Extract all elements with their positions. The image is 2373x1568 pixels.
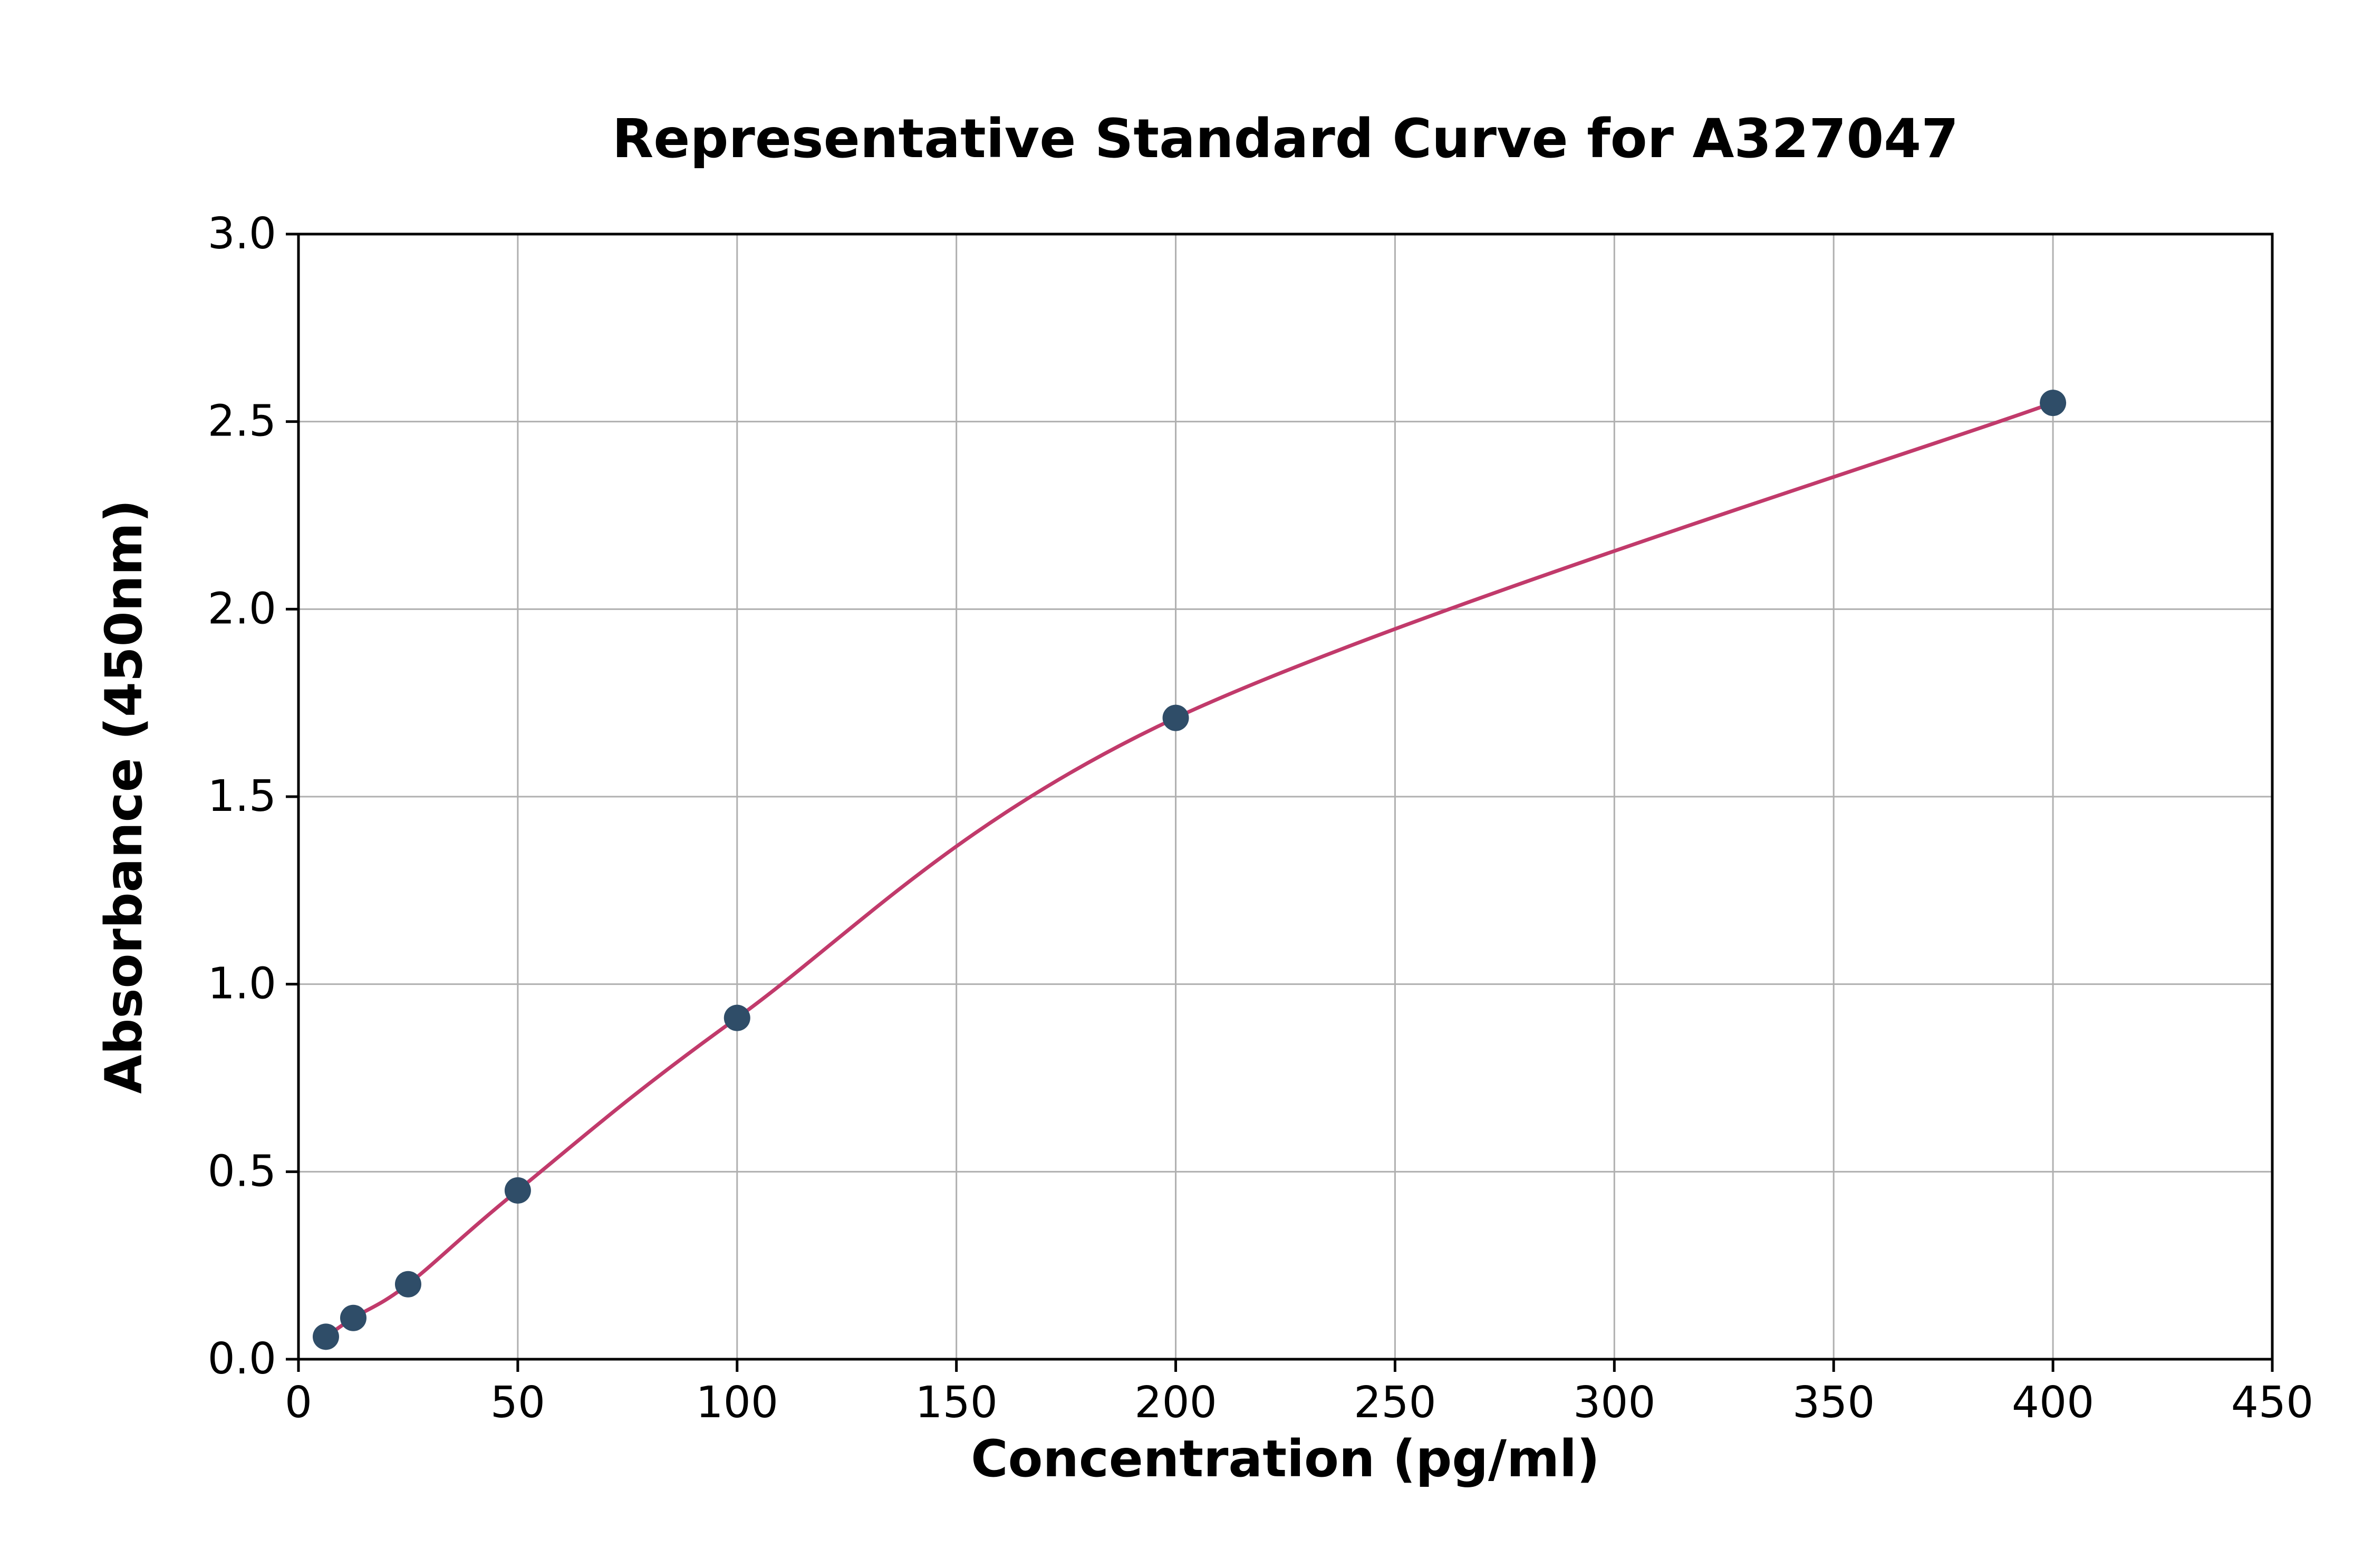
data-point — [340, 1304, 366, 1331]
x-axis-label: Concentration (pg/ml) — [971, 1429, 1600, 1488]
chart-title: Representative Standard Curve for A32704… — [612, 108, 1959, 170]
x-tick-label: 100 — [696, 1378, 779, 1428]
x-tick-label: 300 — [1573, 1378, 1656, 1428]
y-tick-label: 0.5 — [208, 1146, 276, 1196]
data-point — [2040, 390, 2067, 417]
x-tick-label: 350 — [1792, 1378, 1875, 1428]
x-tick-label: 150 — [915, 1378, 998, 1428]
data-point — [724, 1004, 750, 1031]
data-point — [504, 1177, 531, 1204]
data-point — [312, 1323, 339, 1350]
x-tick-label: 200 — [1134, 1378, 1217, 1428]
y-tick-label: 0.0 — [208, 1334, 276, 1384]
x-tick-label: 0 — [285, 1378, 312, 1428]
data-point — [394, 1271, 421, 1298]
y-tick-label: 2.0 — [208, 584, 276, 634]
x-tick-label: 250 — [1354, 1378, 1436, 1428]
x-tick-label: 450 — [2231, 1378, 2314, 1428]
x-tick-label: 50 — [490, 1378, 545, 1428]
x-tick-label: 400 — [2012, 1378, 2095, 1428]
y-axis-label: Absorbance (450nm) — [94, 499, 153, 1093]
data-point — [1162, 704, 1189, 731]
y-tick-label: 1.5 — [208, 771, 276, 821]
y-tick-label: 2.5 — [208, 396, 276, 447]
y-tick-label: 1.0 — [208, 959, 276, 1009]
y-tick-label: 3.0 — [208, 209, 276, 259]
